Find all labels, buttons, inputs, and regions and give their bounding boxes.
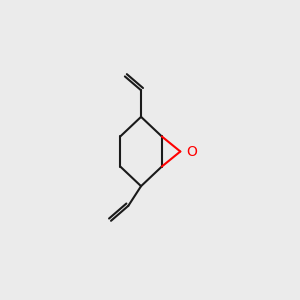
Text: O: O (186, 145, 197, 158)
